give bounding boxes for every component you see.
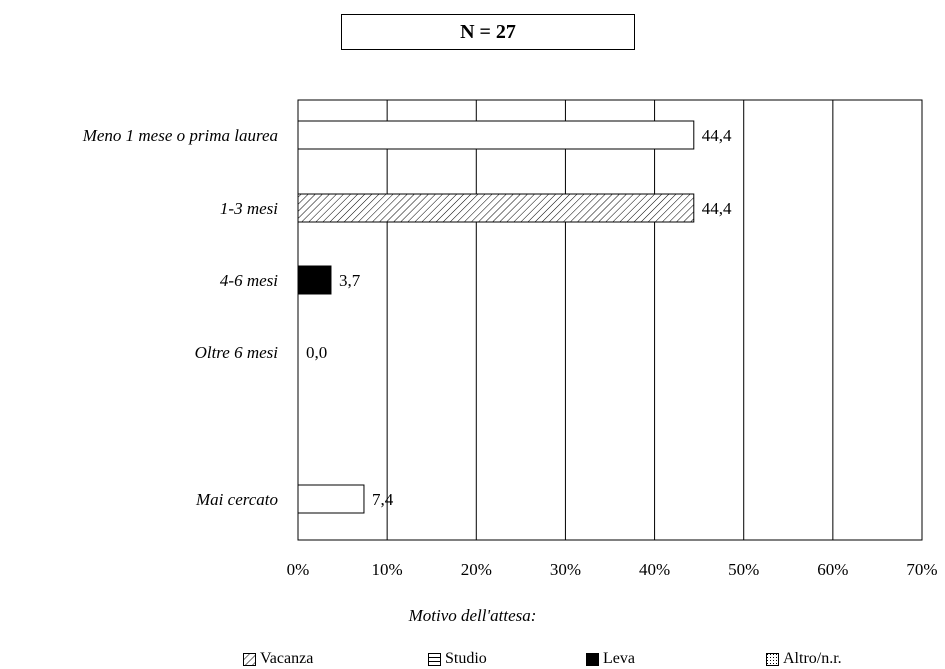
legend-swatch-solid-icon bbox=[586, 652, 599, 666]
x-tick-label: 40% bbox=[639, 560, 670, 579]
data-label: 0,0 bbox=[306, 343, 327, 362]
legend-item-altro: Altro/n.r. bbox=[766, 650, 842, 668]
legend-caption: Motivo dell'attesa: bbox=[408, 606, 537, 625]
data-label: 7,4 bbox=[372, 490, 394, 509]
x-tick-label: 70% bbox=[906, 560, 937, 579]
legend-label-vacanza: Vacanza bbox=[260, 650, 314, 667]
x-tick-label: 30% bbox=[550, 560, 581, 579]
legend-label-studio: Studio bbox=[445, 650, 487, 667]
legend-item-vacanza: Vacanza bbox=[243, 650, 313, 668]
legend-item-leva: Leva bbox=[586, 650, 635, 668]
legend-label-altro: Altro/n.r. bbox=[783, 650, 842, 667]
bar bbox=[297, 484, 365, 514]
legend-swatch-lines-icon bbox=[428, 652, 441, 666]
legend-swatch-dots-icon bbox=[766, 652, 779, 666]
x-tick-label: 10% bbox=[372, 560, 403, 579]
legend-item-studio: Studio bbox=[428, 650, 487, 668]
x-tick-label: 0% bbox=[287, 560, 310, 579]
sample-size-box: N = 27 bbox=[341, 14, 635, 50]
bar bbox=[297, 265, 332, 295]
category-label: Mai cercato bbox=[195, 490, 278, 509]
data-label: 44,4 bbox=[702, 199, 732, 218]
bar-chart: 0% 10% 20% 30% 40% 50% 60% 70% Meno 1 mese o pri… bbox=[82, 99, 938, 579]
legend-swatch-hatch-icon bbox=[243, 652, 256, 666]
legend-label-leva: Leva bbox=[603, 650, 635, 667]
category-label: Oltre 6 mesi bbox=[195, 343, 279, 362]
x-tick-label: 20% bbox=[461, 560, 492, 579]
x-tick-label: 50% bbox=[728, 560, 759, 579]
x-tick-label: 60% bbox=[817, 560, 848, 579]
category-label: 1-3 mesi bbox=[220, 199, 278, 218]
bar bbox=[297, 193, 695, 223]
data-label: 3,7 bbox=[339, 271, 361, 290]
bar bbox=[297, 120, 695, 150]
category-label: Meno 1 mese o prima laurea bbox=[82, 126, 278, 145]
plot-frame bbox=[297, 99, 923, 541]
sample-size-label: N = 27 bbox=[460, 20, 516, 43]
category-label: 4-6 mesi bbox=[220, 271, 278, 290]
data-label: 44,4 bbox=[702, 126, 732, 145]
